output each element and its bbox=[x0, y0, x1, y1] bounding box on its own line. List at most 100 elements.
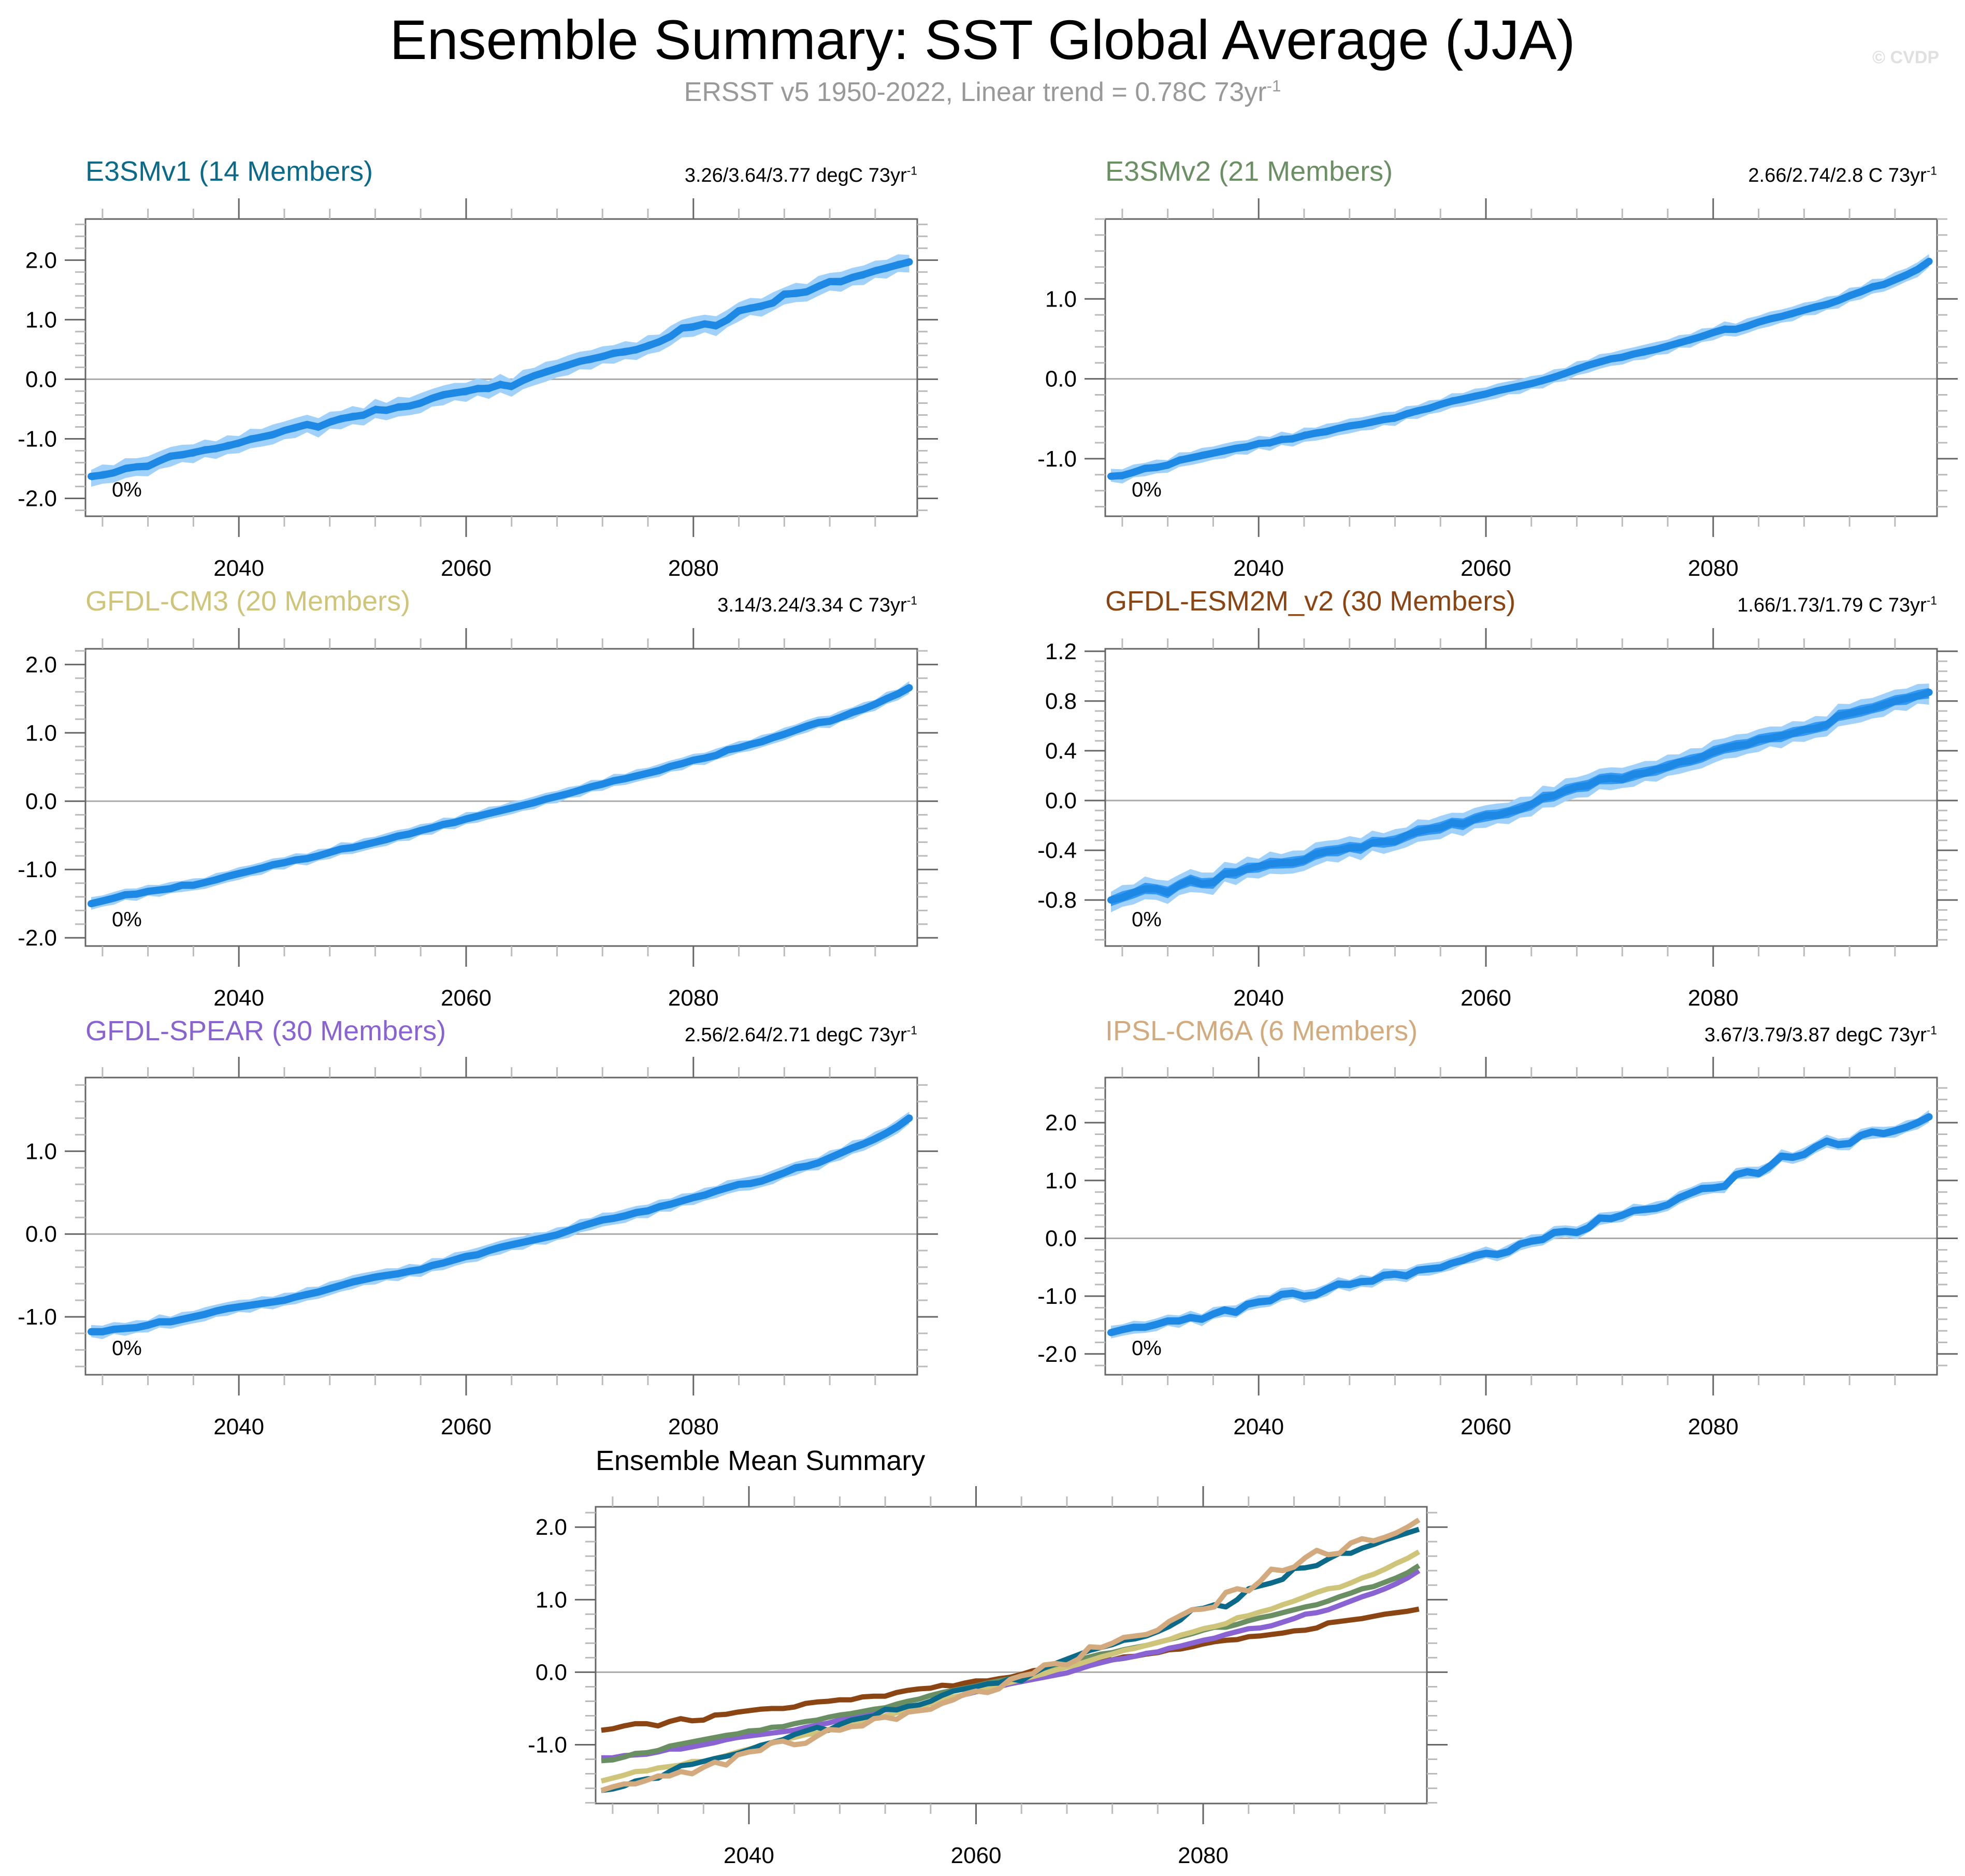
plot-frame bbox=[1104, 218, 1938, 517]
y-tick-label: 0.0 bbox=[25, 789, 57, 814]
series-line-ipsl-cm6a bbox=[600, 1517, 1421, 1793]
trend-label-superscript: -1 bbox=[1926, 593, 1937, 607]
trend-label-superscript: -1 bbox=[906, 1023, 917, 1037]
panel-title: IPSL-CM6A (6 Members) bbox=[1105, 1015, 1418, 1046]
y-tick-label: -1.0 bbox=[1037, 1284, 1077, 1309]
percent-label: 0% bbox=[112, 478, 142, 501]
plot-frame bbox=[84, 1077, 918, 1376]
y-tick-label: -0.4 bbox=[1037, 838, 1077, 863]
panel-chart: 0% 2040 2060 2080 -2.0 -1.0 0.0 1.0 2.0 bbox=[1037, 1057, 1958, 1439]
x-tick-label: 2080 bbox=[1688, 985, 1739, 1011]
trend-label-text: 3.67/3.79/3.87 degC 73yr bbox=[1704, 1024, 1927, 1046]
outer-spread-band bbox=[1111, 1110, 1929, 1339]
trend-label-superscript: -1 bbox=[906, 593, 917, 607]
x-tick-label: 2060 bbox=[441, 985, 492, 1011]
percent-label: 0% bbox=[1132, 478, 1162, 501]
panel-chart: 0% 2040 2060 2080 -2.0 -1.0 0.0 1.0 2.0 bbox=[18, 628, 938, 1011]
x-tick-label: 2060 bbox=[1461, 1414, 1511, 1439]
ensemble-mean-line bbox=[1107, 1113, 1933, 1336]
trend-label-superscript: -1 bbox=[1926, 1023, 1937, 1037]
y-tick-label: 2.0 bbox=[536, 1515, 567, 1540]
trend-label: 1.66/1.73/1.79 C 73yr-1 bbox=[1737, 594, 1937, 617]
x-tick-label: 2080 bbox=[1178, 1843, 1229, 1868]
subtitle: ERSST v5 1950-2022, Linear trend = 0.78C… bbox=[0, 77, 1965, 108]
plot-frame bbox=[84, 648, 918, 947]
y-tick-label: 0.4 bbox=[1045, 738, 1077, 764]
x-tick-label: 2080 bbox=[668, 985, 719, 1011]
trend-label-text: 2.56/2.64/2.71 degC 73yr bbox=[684, 1024, 907, 1046]
x-tick-label: 2040 bbox=[1233, 1414, 1284, 1439]
trend-label-text: 2.66/2.74/2.8 C 73yr bbox=[1748, 165, 1927, 186]
percent-label: 0% bbox=[112, 1337, 142, 1360]
inner-spread-band bbox=[91, 1115, 909, 1335]
y-tick-label: -2.0 bbox=[18, 486, 57, 511]
y-tick-label: -1.0 bbox=[18, 426, 57, 452]
trend-label: 3.26/3.64/3.77 degC 73yr-1 bbox=[685, 165, 917, 187]
x-tick-label: 2080 bbox=[1688, 1414, 1739, 1439]
trend-label-superscript: -1 bbox=[1926, 164, 1937, 178]
x-tick-label: 2060 bbox=[951, 1843, 1002, 1868]
series-line-gfdl-cm3 bbox=[600, 1549, 1421, 1784]
subtitle-superscript: -1 bbox=[1266, 77, 1281, 95]
y-tick-label: 1.0 bbox=[25, 720, 57, 746]
y-tick-label: -0.8 bbox=[1037, 888, 1077, 913]
y-tick-label: 2.0 bbox=[1045, 1110, 1077, 1136]
x-tick-label: 2040 bbox=[213, 1414, 264, 1439]
x-tick-label: 2060 bbox=[1461, 556, 1511, 581]
x-tick-label: 2040 bbox=[213, 556, 264, 581]
x-tick-label: 2040 bbox=[213, 985, 264, 1011]
panel-chart: 0% 2040 2060 2080 -1.0 0.0 1.0 bbox=[1037, 198, 1958, 581]
panel-title: GFDL-SPEAR (30 Members) bbox=[85, 1015, 446, 1046]
x-tick-label: 2060 bbox=[1461, 985, 1511, 1011]
y-tick-label: -1.0 bbox=[1037, 446, 1077, 472]
panel-title: E3SMv2 (21 Members) bbox=[1105, 156, 1393, 187]
ensemble-mean-line bbox=[1107, 689, 1933, 904]
plot-frame bbox=[1104, 648, 1938, 947]
y-tick-label: 1.0 bbox=[1045, 1168, 1077, 1194]
y-tick-label: 1.0 bbox=[536, 1587, 567, 1612]
y-tick-label: 0.8 bbox=[1045, 689, 1077, 714]
y-tick-label: 2.0 bbox=[25, 652, 57, 677]
y-tick-label: 1.0 bbox=[25, 1139, 57, 1164]
outer-spread-band bbox=[91, 681, 909, 910]
x-tick-label: 2040 bbox=[724, 1843, 774, 1868]
trend-label-text: 1.66/1.73/1.79 C 73yr bbox=[1737, 594, 1927, 616]
trend-label-superscript: -1 bbox=[906, 164, 917, 178]
panel-title: GFDL-ESM2M_v2 (30 Members) bbox=[1105, 586, 1516, 617]
copyright-label: © CVDP bbox=[1872, 48, 1939, 67]
trend-label: 2.56/2.64/2.71 degC 73yr-1 bbox=[685, 1024, 917, 1046]
y-tick-label: 0.0 bbox=[25, 1221, 57, 1247]
inner-spread-band bbox=[91, 684, 909, 907]
y-tick-label: 1.2 bbox=[1045, 639, 1077, 664]
y-tick-label: 2.0 bbox=[25, 248, 57, 273]
percent-label: 0% bbox=[1132, 1337, 1162, 1360]
main-title: Ensemble Summary: SST Global Average (JJ… bbox=[389, 8, 1576, 71]
plot-frame bbox=[84, 218, 918, 517]
plot-frame bbox=[1104, 1077, 1938, 1376]
plot-frame bbox=[595, 1506, 1428, 1805]
panel-chart: 0% 2040 2060 2080 -0.8 -0.4 0.0 0.4 0.8 1.2 bbox=[1037, 628, 1958, 1011]
ensemble-mean-line bbox=[1107, 257, 1933, 480]
series-line-gfdl-esm2m-v2 bbox=[601, 1606, 1420, 1733]
panel-chart: 0% 2040 2060 2080 -1.0 0.0 1.0 bbox=[18, 1057, 938, 1439]
y-tick-label: 1.0 bbox=[25, 307, 57, 332]
panel-title: GFDL-CM3 (20 Members) bbox=[85, 586, 411, 617]
x-tick-label: 2040 bbox=[1233, 985, 1284, 1011]
y-tick-label: 0.0 bbox=[1045, 367, 1077, 392]
ensemble-mean-line bbox=[88, 258, 913, 480]
trend-label-text: 3.26/3.64/3.77 degC 73yr bbox=[684, 165, 907, 186]
trend-label: 3.67/3.79/3.87 degC 73yr-1 bbox=[1704, 1024, 1937, 1046]
panel-chart: 2040 2060 2080 -1.0 0.0 1.0 2.0 bbox=[528, 1486, 1448, 1868]
y-tick-label: -2.0 bbox=[1037, 1342, 1077, 1367]
y-tick-label: 0.0 bbox=[1045, 1226, 1077, 1251]
x-tick-label: 2060 bbox=[441, 556, 492, 581]
trend-label-text: 3.14/3.24/3.34 C 73yr bbox=[717, 594, 907, 616]
y-tick-label: -1.0 bbox=[528, 1733, 567, 1758]
ensemble-mean-line bbox=[88, 1114, 913, 1335]
panel-title: E3SMv1 (14 Members) bbox=[85, 156, 373, 187]
y-tick-label: -1.0 bbox=[18, 1304, 57, 1330]
x-tick-label: 2060 bbox=[441, 1414, 492, 1439]
percent-label: 0% bbox=[112, 908, 142, 931]
y-tick-label: -1.0 bbox=[18, 857, 57, 882]
x-tick-label: 2040 bbox=[1233, 556, 1284, 581]
